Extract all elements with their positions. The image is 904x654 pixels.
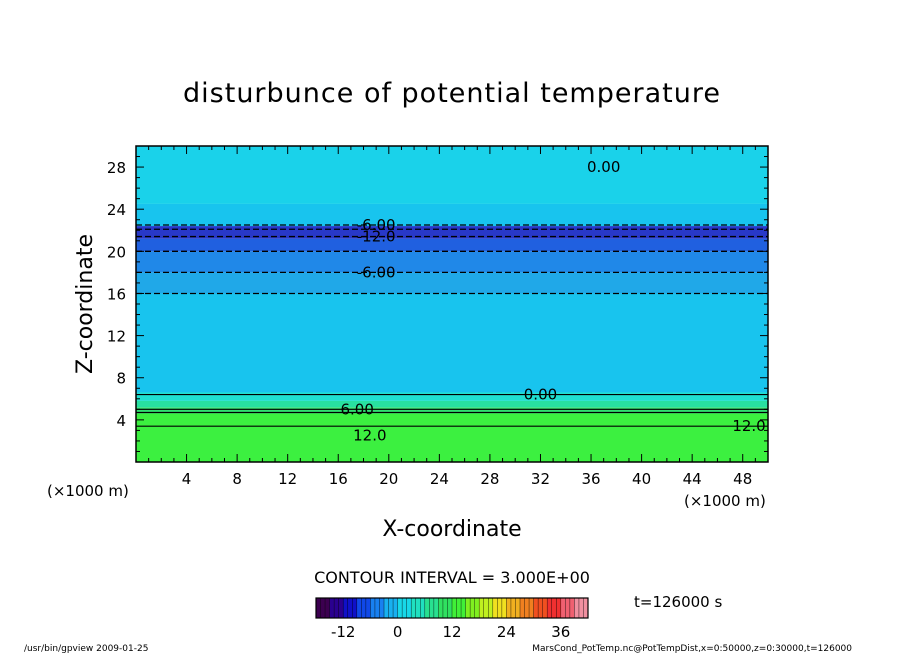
colorbar-tick-label: -12: [331, 623, 356, 641]
chart-title: disturbunce of potential temperature: [183, 78, 721, 109]
x-tick-label: 8: [232, 470, 242, 488]
band-1: [136, 407, 768, 414]
y-tick-label: 16: [107, 285, 126, 303]
contour-extra-label-1: 12.0: [353, 427, 386, 445]
x-tick-label: 32: [531, 470, 550, 488]
contour-label-6: 0.00: [524, 386, 557, 404]
time-label: t=126000 s: [634, 593, 722, 611]
footer-left: /usr/bin/gpview 2009-01-25: [24, 644, 148, 654]
y-tick-label: 28: [107, 159, 126, 177]
band-6: [136, 251, 768, 273]
x-tick-label: 16: [329, 470, 348, 488]
x-tick-label: 28: [480, 470, 499, 488]
band-5: [136, 272, 768, 294]
band-10: [136, 146, 768, 204]
x-tick-label: 4: [182, 470, 192, 488]
contour-label-4: -6.00: [357, 263, 396, 281]
x-tick-label: 40: [632, 470, 651, 488]
y-tick-label: 20: [107, 243, 126, 261]
band-3: [136, 392, 768, 401]
y-tick-label: 8: [116, 370, 126, 388]
y-tick-label: 12: [107, 328, 126, 346]
band-9: [136, 203, 768, 227]
band-4: [136, 293, 768, 393]
contour-label-2: -12.0: [357, 228, 396, 246]
colorbar-tick-label: 24: [497, 623, 516, 641]
x-tick-label: 44: [683, 470, 702, 488]
colorbar-tick-label: 36: [551, 623, 570, 641]
x-tick-label: 24: [430, 470, 449, 488]
contour-label-9: 12.0: [732, 417, 765, 435]
x-tick-label: 20: [379, 470, 398, 488]
footer-right: MarsCond_PotTemp.nc@PotTempDist,x=0:5000…: [532, 644, 852, 654]
y-axis-label: Z-coordinate: [73, 234, 98, 374]
x-axis-label: X-coordinate: [382, 517, 521, 542]
y-tick-label: 24: [107, 201, 126, 219]
colorbar-tick-label: 12: [442, 623, 461, 641]
band-0: [136, 413, 768, 462]
x-unit-left: (×1000 m): [47, 482, 129, 500]
band-7: [136, 238, 768, 252]
x-tick-label: 48: [733, 470, 752, 488]
colorbar-tick-label: 0: [393, 623, 403, 641]
contour-label-7: 6.00: [340, 400, 373, 418]
x-tick-label: 36: [581, 470, 600, 488]
x-unit-right: (×1000 m): [684, 492, 766, 510]
y-tick-label: 4: [116, 412, 126, 430]
x-tick-label: 12: [278, 470, 297, 488]
contour-extra-label-0: 0.00: [587, 158, 620, 176]
contour-interval: CONTOUR INTERVAL = 3.000E+00: [314, 568, 590, 587]
plot-area: [136, 146, 768, 462]
colorbar: -12 0 12 24 36: [315, 597, 589, 641]
band-2: [136, 400, 768, 408]
